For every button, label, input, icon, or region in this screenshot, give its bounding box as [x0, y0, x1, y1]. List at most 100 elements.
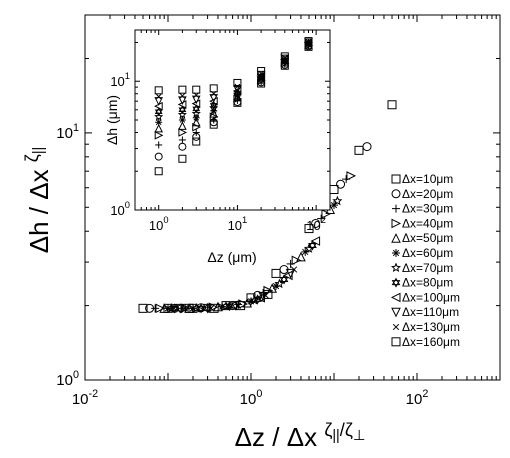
legend-label: Δx=100μm: [402, 290, 460, 304]
inset-tick-labels: 100 101 102 100 101: [110, 71, 326, 233]
data-point: [271, 268, 281, 278]
data-point: [336, 179, 346, 189]
y-tick-label: 101: [56, 122, 79, 142]
legend-marker: [390, 292, 401, 303]
data-point: [155, 93, 162, 100]
data-point: [155, 141, 163, 149]
data-point: [191, 95, 201, 105]
legend-item: Δx=50μm: [391, 231, 453, 245]
legend-marker: [392, 204, 400, 213]
data-point: [301, 247, 310, 256]
legend-label: Δx=80μm: [402, 276, 453, 290]
data-point: [304, 38, 313, 48]
x-tick-label: 102: [306, 215, 326, 233]
y-tick-label: 101: [110, 71, 130, 89]
data-point: [178, 116, 186, 124]
data-point: [155, 118, 163, 126]
inset-plot-frame: [134, 29, 331, 211]
legend-item: Δx=100μm: [390, 290, 460, 304]
data-point: [177, 109, 187, 119]
data-point: [209, 84, 218, 93]
x-tick-label: 102: [406, 388, 429, 408]
data-point: [192, 104, 201, 114]
legend-marker: [391, 174, 401, 184]
x-tick-label: 100: [240, 388, 263, 408]
main-axis-ticks: [84, 14, 501, 381]
data-point: [154, 86, 163, 95]
data-point: [154, 123, 164, 133]
data-point: [154, 167, 163, 176]
data-point: [291, 255, 302, 266]
legend-marker: [391, 337, 401, 347]
data-point: [280, 52, 289, 61]
legend-item: Δx=20μm: [391, 187, 453, 201]
data-point: [304, 37, 313, 46]
x-tick-label: 100: [149, 215, 169, 233]
data-point: [258, 70, 264, 77]
legend-item: Δx=40μm: [391, 216, 453, 230]
data-point: [274, 278, 285, 289]
data-point: [332, 195, 343, 206]
data-point: [296, 251, 306, 262]
data-point: [177, 100, 187, 109]
inset-x-axis-label: Δz (μm): [207, 249, 256, 265]
legend: Δx=10μmΔx=20μmΔx=30μmΔx=40μmΔx=50μmΔx=60…: [390, 172, 460, 349]
data-point: [311, 218, 321, 228]
legend-marker: [391, 277, 401, 288]
data-point: [184, 303, 194, 313]
data-point: [192, 137, 201, 146]
legend-label: Δx=110μm: [402, 305, 459, 319]
y-tick-label: 100: [110, 200, 130, 218]
data-point: [154, 131, 164, 140]
inset-y-axis-label: Δh (μm): [104, 95, 120, 145]
legend-marker: [391, 262, 401, 273]
main-scatter-points: [138, 100, 397, 314]
legend-label: Δx=10μm: [402, 172, 453, 186]
data-point: [192, 85, 201, 94]
data-point: [285, 268, 296, 279]
legend-label: Δx=50μm: [402, 231, 453, 245]
data-point: [178, 121, 187, 130]
data-point: [151, 304, 160, 313]
data-point: [346, 171, 357, 181]
legend-marker: [392, 249, 400, 257]
data-point: [138, 303, 148, 313]
data-point: [179, 93, 186, 99]
data-point: [207, 305, 215, 312]
data-point: [290, 266, 298, 273]
data-point: [387, 100, 397, 110]
data-point: [330, 201, 338, 210]
legend-item: Δx=10μm: [391, 172, 453, 186]
data-point: [192, 128, 200, 136]
data-point: [178, 96, 187, 106]
data-point: [310, 236, 321, 246]
data-point: [155, 303, 166, 314]
data-point: [178, 85, 187, 94]
data-point: [305, 39, 312, 45]
legend-marker: [392, 323, 400, 331]
data-point: [178, 136, 186, 144]
legend-label: Δx=60μm: [402, 246, 453, 260]
x-tick-label: 101: [228, 215, 248, 233]
legend-marker: [391, 189, 401, 199]
data-point: [236, 301, 246, 311]
data-point: [233, 78, 242, 87]
legend-label: Δx=30μm: [402, 202, 453, 216]
main-y-axis-label: Δh / Δx ζ||: [22, 147, 54, 254]
data-point: [209, 96, 218, 106]
data-point: [279, 274, 289, 285]
data-point: [209, 100, 218, 110]
data-point: [154, 152, 163, 161]
legend-item: Δx=60μm: [392, 246, 453, 260]
data-point: [191, 117, 201, 127]
legend-marker: [391, 218, 402, 229]
legend-label: Δx=40μm: [402, 216, 453, 230]
data-point: [178, 154, 187, 163]
data-point: [154, 107, 163, 117]
legend-item: Δx=130μm: [392, 320, 460, 334]
data-point: [209, 109, 219, 118]
data-point: [154, 97, 164, 106]
data-point: [304, 224, 314, 234]
